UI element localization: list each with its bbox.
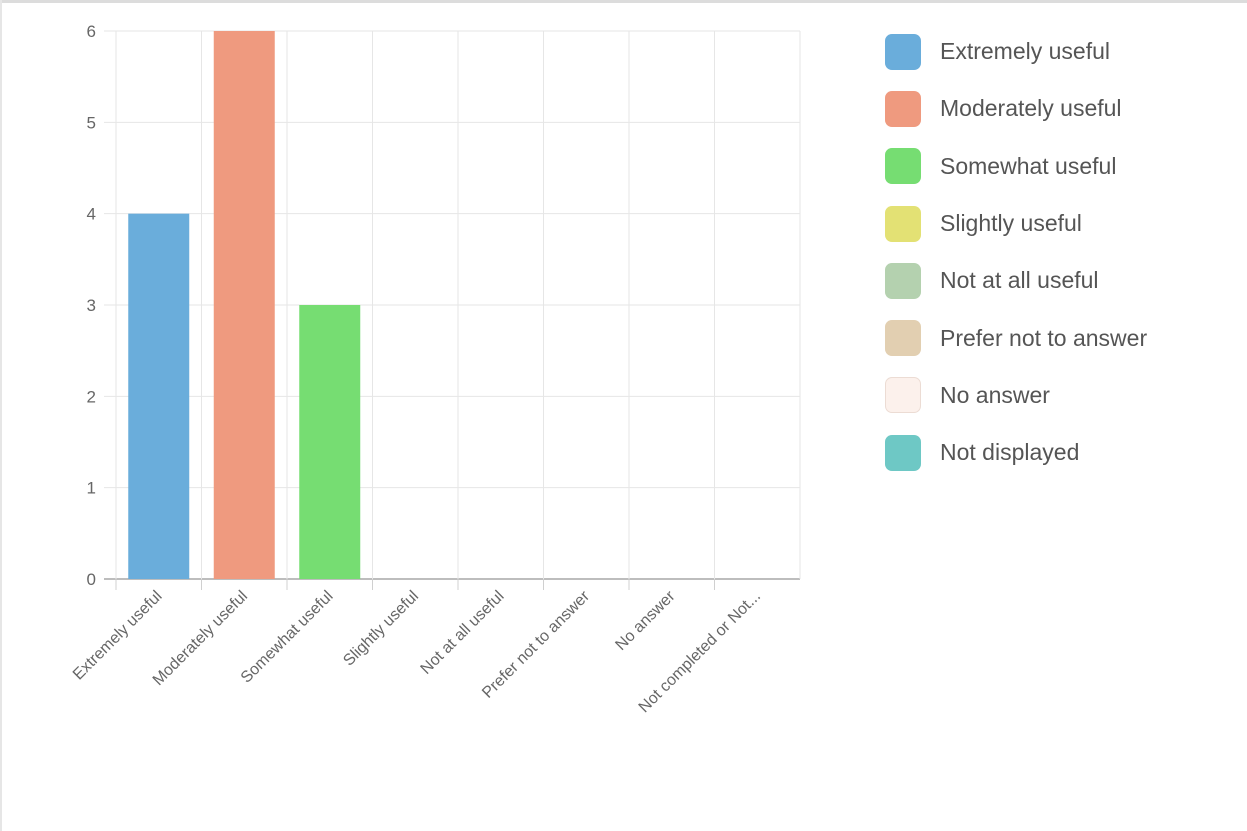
legend-item[interactable]: Not at all useful [885,252,1147,309]
legend-label: No answer [940,381,1050,408]
legend-label: Not at all useful [940,267,1099,294]
legend-swatch [885,90,921,127]
legend-swatch [885,33,921,70]
y-tick-label: 4 [87,205,96,224]
legend-item[interactable]: Extremely useful [885,23,1147,80]
bar-1 [213,31,275,579]
bar-0 [128,213,190,579]
panel-left-border [0,0,2,831]
legend-label: Prefer not to answer [940,324,1148,351]
x-tick-label: Slightly useful [340,588,422,670]
legend-swatch [885,262,921,299]
legend-label: Not displayed [940,439,1080,466]
legend-item[interactable]: Prefer not to answer [885,309,1147,366]
legend-swatch [885,434,921,471]
chart-legend: Extremely useful Moderately useful Somewha… [885,23,1147,481]
legend-item[interactable]: Slightly useful [885,195,1147,252]
y-tick-label: 6 [87,22,96,41]
panel-top-border [0,0,1247,3]
y-tick-label: 5 [87,113,96,132]
x-tick-label: Extremely useful [70,588,166,684]
legend-item[interactable]: Not displayed [885,424,1147,481]
y-tick-label: 0 [87,570,96,589]
legend-label: Somewhat useful [940,152,1117,179]
legend-item[interactable]: No answer [885,367,1147,424]
legend-swatch [885,205,921,242]
legend-label: Moderately useful [940,95,1122,122]
y-tick-label: 2 [87,387,96,406]
legend-item[interactable]: Moderately useful [885,80,1147,137]
legend-swatch [885,320,921,357]
legend-swatch [885,148,921,185]
legend-label: Slightly useful [940,210,1082,237]
x-tick-label: Not at all useful [418,588,508,678]
legend-label: Extremely useful [940,38,1111,65]
legend-item[interactable]: Somewhat useful [885,138,1147,195]
bar-2 [299,305,361,579]
x-tick-label: Somewhat useful [238,588,337,687]
y-tick-label: 3 [87,296,96,315]
x-tick-label: No answer [612,587,679,654]
y-tick-label: 1 [87,479,96,498]
x-tick-label: Moderately useful [150,588,251,689]
legend-swatch [885,377,921,414]
